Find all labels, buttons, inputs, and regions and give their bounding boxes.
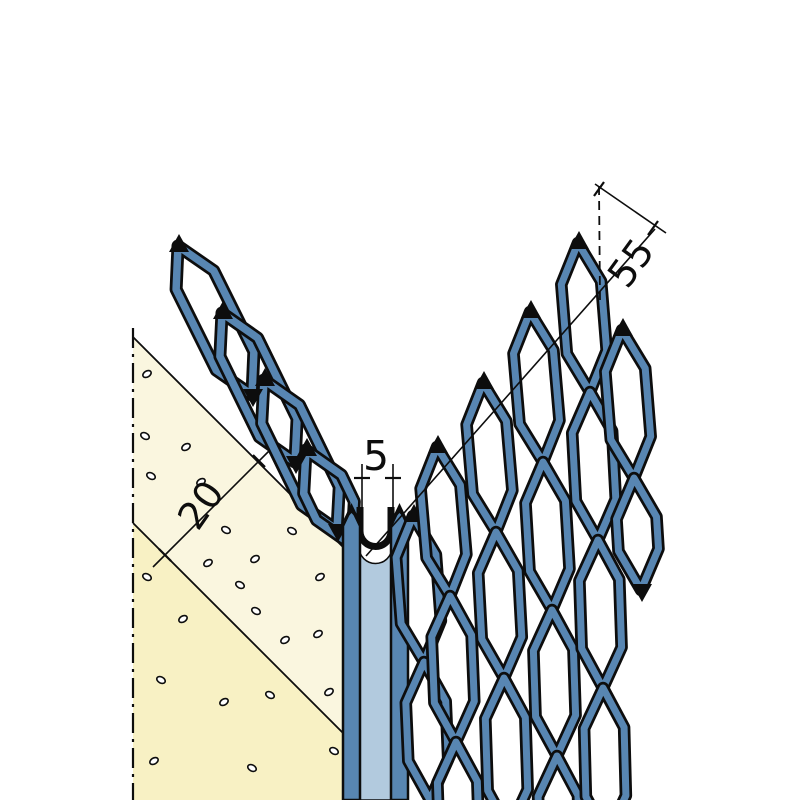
dim55-ext-dashed xyxy=(598,185,601,301)
mesh-tip-cap xyxy=(569,231,589,249)
dim55-tick-top xyxy=(593,181,605,197)
stipple-dot xyxy=(264,690,276,700)
mesh-cell-strip xyxy=(402,658,452,800)
dim55-tick-bottom xyxy=(647,220,659,236)
stipple-dot xyxy=(139,431,151,441)
mesh-bottom-cap xyxy=(243,389,263,407)
mesh-tip-cap xyxy=(474,371,494,389)
mesh-cell-outline xyxy=(577,681,633,800)
dim20-tick-lower xyxy=(158,548,172,562)
stipple-dot xyxy=(196,477,206,487)
stipple-dot xyxy=(250,554,260,564)
mesh-tip-cap xyxy=(521,300,541,318)
channel-right-tip-cap xyxy=(390,503,409,523)
stipple-dot xyxy=(220,525,232,535)
stipple-dot xyxy=(155,675,167,685)
stipple-dot xyxy=(250,606,262,616)
dim55-leader-line xyxy=(365,228,656,557)
channel-interior xyxy=(358,546,393,800)
dim20-line xyxy=(152,449,271,568)
stipple-dot xyxy=(203,558,213,568)
mesh-tip-cap xyxy=(213,301,233,319)
stipple-dot xyxy=(149,756,159,766)
mesh-cell-strip xyxy=(580,684,630,800)
dim55-value: 55 xyxy=(599,231,663,296)
mesh-tip-cap xyxy=(255,368,275,386)
mesh-bottom-cap xyxy=(632,584,652,602)
plaster-finish-coat xyxy=(133,523,357,800)
stipple-dot xyxy=(315,572,325,582)
stipple-dot xyxy=(280,635,290,645)
channel-left-tip-cap xyxy=(342,503,361,523)
stipple-dot xyxy=(141,572,153,582)
mesh-cell-strip xyxy=(433,738,482,800)
stipple-dot xyxy=(178,614,188,624)
stipple-dot xyxy=(328,746,340,756)
stipple-dot xyxy=(234,580,246,590)
mesh-cell-strip xyxy=(534,752,582,800)
channel-left-wall xyxy=(341,505,362,800)
mesh-cell-strip xyxy=(481,674,532,800)
plaster-stipple-dots xyxy=(139,369,340,773)
mesh-tip-cap xyxy=(613,318,633,336)
stipple-dot xyxy=(246,763,258,773)
mesh-tip-cap xyxy=(428,435,448,453)
mesh-bottom-cap xyxy=(286,456,306,474)
mesh-cell-outline xyxy=(479,671,534,800)
stipple-dot xyxy=(313,629,323,639)
stipple-dot xyxy=(142,369,152,379)
stipple-dot xyxy=(219,697,229,707)
dim20-tick-upper xyxy=(252,454,266,468)
stipple-dot xyxy=(145,471,157,481)
right-mesh-wing xyxy=(389,231,665,800)
mesh-tip-cap xyxy=(297,438,317,456)
stipple-dot xyxy=(181,442,191,452)
dim5-value: 5 xyxy=(363,432,389,480)
mesh-tip-cap xyxy=(169,234,189,252)
stipple-dot xyxy=(324,687,334,697)
plaster-base-coat xyxy=(133,337,357,747)
plaster-layers xyxy=(131,328,358,800)
channel-u-notch xyxy=(356,507,395,550)
stipple-dot xyxy=(286,526,298,536)
